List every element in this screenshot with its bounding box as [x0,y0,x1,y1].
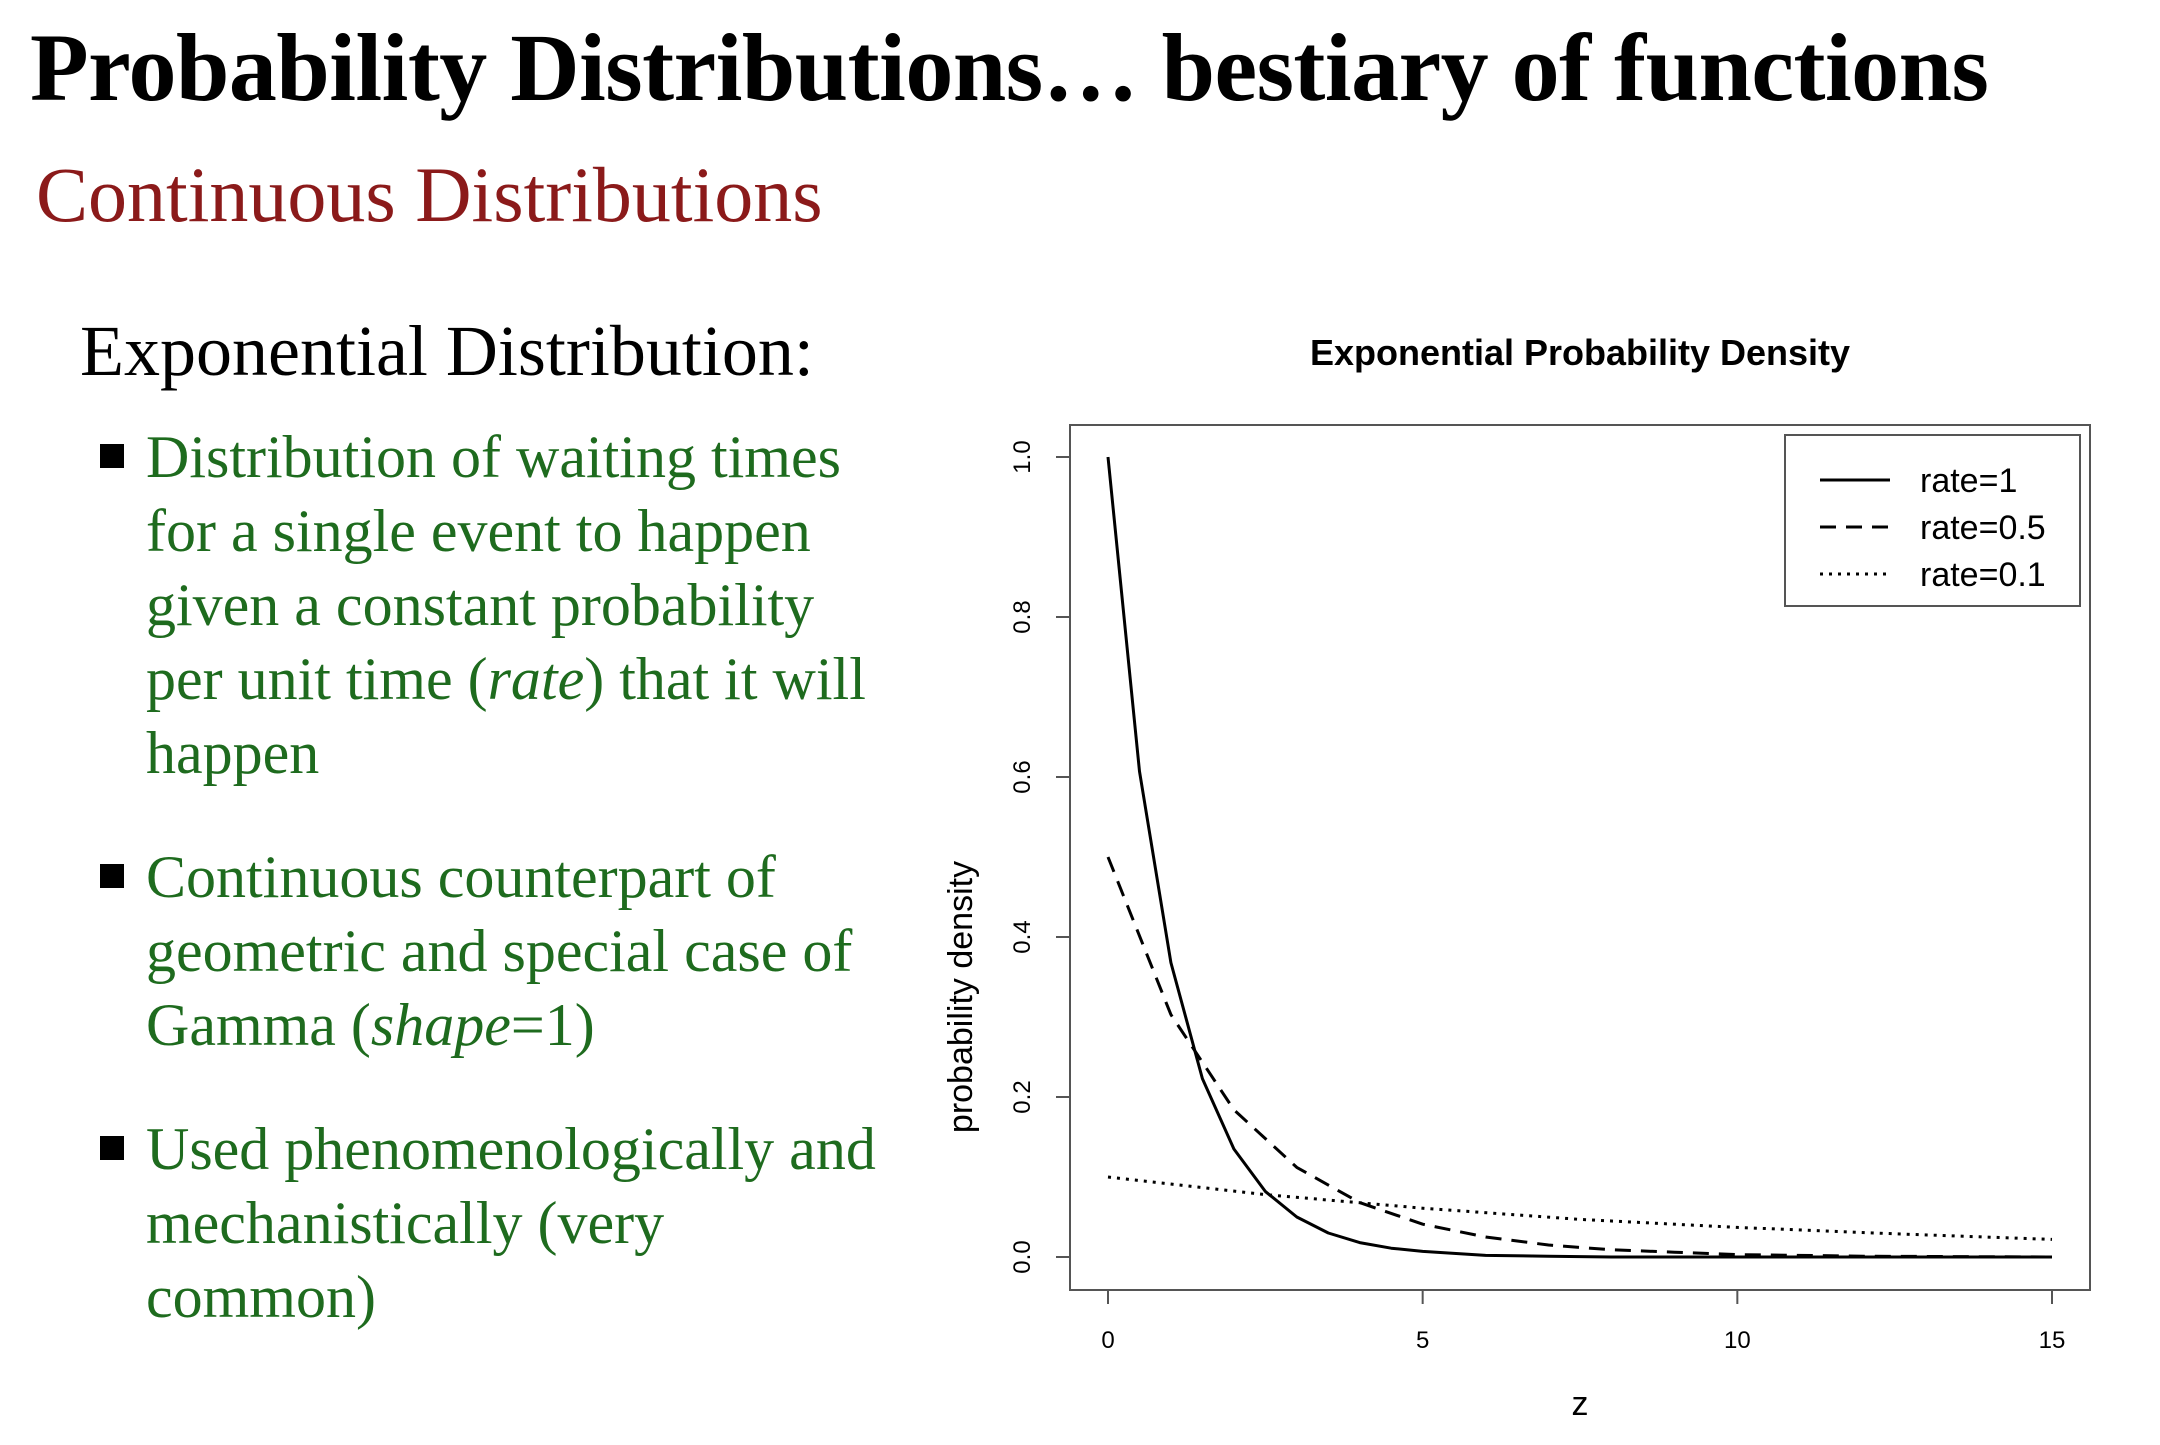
square-bullet-icon [100,1136,124,1160]
bullet-item: Continuous counterpart of geometric and … [100,840,880,1062]
square-bullet-icon [100,864,124,888]
bullet-text: Used phenomenologically and mechanistica… [146,1116,876,1330]
exponential-density-chart: Exponential Probability Density 0 5 10 15z0… [942,332,2091,1423]
slide-title: Probability Distributions… bestiary of f… [30,14,1989,121]
bullet-list: Distribution of waiting times for a sing… [100,420,880,1384]
slide-subtitle: Continuous Distributions [36,151,823,238]
bullet-emphasis: shape [370,992,511,1058]
legend: rate=1 rate=0.5 rate=0.1 [1784,434,2081,607]
section-heading: Exponential Distribution: [80,311,814,391]
y-tick-label: 1.0 [1009,440,1036,473]
y-tick-label: 0.2 [1009,1080,1036,1113]
y-axis-label: probability density [942,861,980,1133]
x-axis-label: z [1572,1385,1589,1423]
bullet-text: ) that it will happen [146,646,866,786]
x-tick-label: 0 [1101,1327,1114,1354]
y-tick-label: 0.0 [1009,1240,1036,1273]
legend-label: rate=1 [1920,462,2017,500]
x-tick-label: 15 [2039,1327,2066,1354]
x-tick-label: 10 [1724,1327,1751,1354]
series-lines [1106,456,2053,1259]
axes: 0 5 10 15 z 0.0 0.2 0.4 0.6 0.8 1.0 probability den… [942,424,2091,1423]
square-bullet-icon [100,444,124,468]
series-line-rate-0-5 [1106,856,2053,1259]
y-tick-label: 0.4 [1009,920,1036,953]
bullet-item: Distribution of waiting times for a sing… [100,420,880,790]
y-tick-label: 0.8 [1009,600,1036,633]
bullet-item: Used phenomenologically and mechanistica… [100,1112,880,1334]
x-tick-label: 5 [1416,1327,1429,1354]
chart-title: Exponential Probability Density [1310,332,1850,373]
series-line-rate-0-1 [1107,1175,2053,1241]
legend-label: rate=0.1 [1920,556,2046,594]
y-tick-label: 0.6 [1009,760,1036,793]
bullet-text: Continuous counterpart of geometric and … [146,844,853,1058]
legend-label: rate=0.5 [1920,509,2046,547]
bullet-text: Distribution of waiting times for a sing… [146,424,841,712]
bullet-text: =1) [510,992,595,1058]
bullet-emphasis: rate [487,646,585,712]
series-line-rate-1 [1106,456,2052,1259]
legend-box [1784,434,2081,607]
